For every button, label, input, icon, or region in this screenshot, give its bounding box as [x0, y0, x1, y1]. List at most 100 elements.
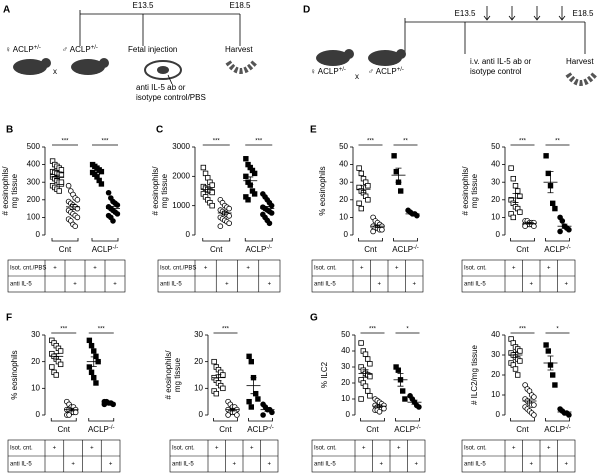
group-label: Cnt: [219, 425, 232, 434]
data-point: [226, 205, 232, 212]
data-point: [49, 364, 55, 370]
group-bracket: [91, 238, 119, 242]
group-label-text: Cnt: [516, 425, 529, 434]
data-point: [391, 153, 397, 159]
group-label-text: Cnt: [210, 245, 223, 254]
data-point: [202, 170, 209, 177]
group-label: Cnt: [364, 245, 377, 254]
data-point: [98, 181, 105, 187]
table-cell: +: [225, 282, 229, 288]
data-point: [91, 348, 97, 354]
y-axis-label: mg tissue: [160, 173, 169, 208]
error-bar: [374, 224, 381, 228]
group-label-text: ACLP: [245, 245, 266, 254]
error-bar: [105, 402, 112, 404]
data-point: [245, 197, 251, 203]
y-tick-label: 300: [27, 177, 41, 186]
timepoint: E18.5: [230, 1, 251, 10]
significance: ***: [519, 327, 527, 333]
group-label: Cnt: [516, 425, 529, 434]
group-label-sup: -/-: [565, 425, 571, 431]
data-point: [358, 205, 364, 212]
y-tick-label: 0: [36, 410, 41, 419]
data-point: [225, 412, 231, 418]
data-point: [393, 168, 399, 175]
y-axis-label: # eosinophils/: [461, 166, 470, 216]
data-point: [226, 220, 232, 227]
group-bracket: [244, 238, 273, 242]
data-point: [376, 408, 383, 415]
data-point: [66, 412, 72, 418]
data-point: [209, 182, 215, 188]
y-tick-label: 0: [36, 230, 41, 239]
group-bracket: [395, 418, 420, 422]
y-tick-label: 20: [491, 370, 500, 379]
y-tick-label: 20: [194, 357, 203, 366]
data-point: [367, 361, 373, 367]
group-bracket: [51, 238, 79, 242]
group-bracket: [50, 418, 77, 422]
group-label: ACLP-/-: [245, 245, 272, 255]
error-bar: [526, 398, 533, 404]
timepoint: E13.5: [133, 1, 154, 10]
table-cell: +: [232, 462, 236, 468]
y-tick-label: 1000: [172, 201, 190, 210]
table-row-label: anti IL-5: [172, 462, 194, 468]
error-bar: [512, 193, 519, 203]
table-row-label: Isot. cnt.: [10, 446, 33, 452]
table-row-label: anti IL-5: [160, 282, 182, 288]
data-point: [211, 358, 217, 365]
data-point: [399, 388, 406, 394]
error-bar: [561, 223, 568, 229]
genotype: ♀ ACLP+/-: [5, 45, 41, 55]
data-point: [74, 205, 81, 212]
table-row-label: anti IL-5: [314, 282, 336, 288]
y-tick-label: 400: [27, 160, 41, 169]
y-tick-label: 0: [344, 230, 349, 239]
data-point: [517, 358, 523, 364]
y-axis-label: # eosinophils/: [151, 166, 160, 216]
error-bar: [68, 407, 75, 412]
group-bracket: [88, 418, 115, 422]
data-point: [543, 342, 549, 348]
table-cell: +: [564, 462, 568, 468]
table-cell: +: [360, 266, 364, 272]
panel-label: D: [303, 5, 310, 16]
data-point: [72, 223, 78, 230]
group-bracket: [545, 238, 570, 242]
table-row-label: Isot. cnt.: [464, 266, 487, 272]
data-point: [510, 214, 516, 221]
y-tick-label: 0: [186, 230, 191, 239]
data-point: [260, 412, 266, 418]
error-bar: [204, 186, 211, 193]
data-point: [416, 404, 422, 410]
panel-label: C: [156, 125, 163, 136]
table-cell: +: [529, 462, 533, 468]
error-bar: [526, 222, 533, 225]
panel-label: A: [3, 5, 10, 16]
genotype: ♂ ACLP+/-: [368, 67, 404, 77]
data-point: [557, 228, 563, 235]
error-bar: [264, 407, 271, 412]
table-cell: +: [73, 282, 77, 288]
group-label: Cnt: [59, 245, 72, 254]
group-label-sup: -/-: [565, 245, 571, 251]
y-tick-label: 3000: [172, 142, 190, 151]
step: Harvest: [225, 45, 253, 54]
error-bar: [215, 374, 222, 381]
y-tick-label: 10: [31, 383, 40, 392]
significance: *: [406, 327, 409, 333]
data-point: [226, 213, 232, 219]
y-axis-label: mg tissue: [470, 173, 479, 208]
data-point: [91, 374, 97, 381]
group-bracket: [510, 418, 535, 422]
table-cell: +: [529, 282, 533, 288]
y-tick-label: 10: [341, 394, 350, 403]
y-axis-label: # eosinophils/: [1, 166, 10, 216]
table-cell: +: [113, 282, 117, 288]
data-point: [98, 168, 105, 175]
significance: ***: [222, 327, 230, 333]
data-point: [550, 200, 556, 207]
data-point: [559, 218, 566, 224]
data-point: [93, 380, 99, 386]
